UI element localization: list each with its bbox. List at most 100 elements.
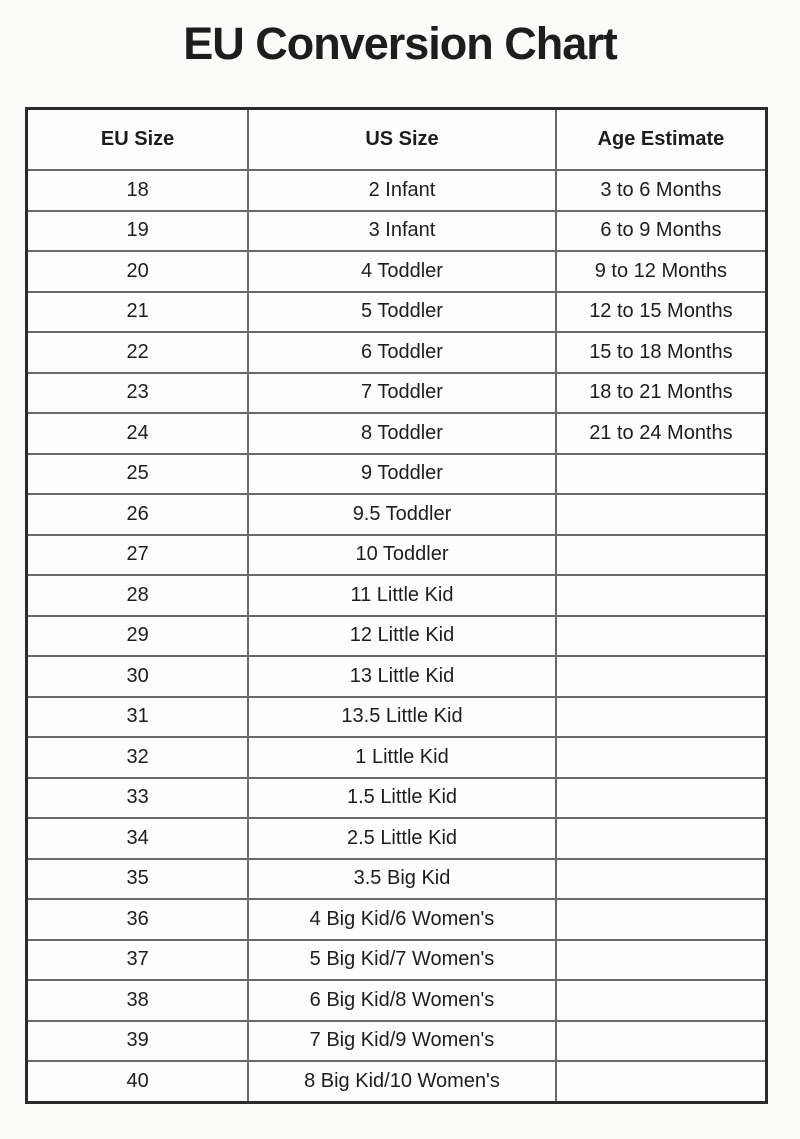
- table-row: 25 9 Toddler: [25, 452, 768, 495]
- table-row: 37 5 Big Kid/7 Women's: [25, 938, 768, 981]
- eu-size-cell: 28: [25, 574, 250, 617]
- table-row: 35 3.5 Big Kid: [25, 857, 768, 900]
- us-size-cell: 4 Toddler: [247, 250, 557, 293]
- table-row: 36 4 Big Kid/6 Women's: [25, 898, 768, 941]
- age-estimate-cell: [554, 938, 768, 981]
- us-size-cell: 3.5 Big Kid: [247, 857, 557, 900]
- eu-size-cell: 22: [25, 331, 250, 374]
- header-cell-age-estimate: Age Estimate: [554, 107, 768, 171]
- age-estimate-cell: 18 to 21 Months: [554, 371, 768, 414]
- age-estimate-cell: [554, 979, 768, 1022]
- conversion-table: EU Size US Size Age Estimate 18 2 Infant 3…: [25, 107, 768, 1104]
- eu-size-cell: 29: [25, 614, 250, 657]
- age-estimate-cell: [554, 736, 768, 779]
- age-estimate-cell: [554, 695, 768, 738]
- age-estimate-cell: [554, 574, 768, 617]
- table-row: 30 13 Little Kid: [25, 655, 768, 698]
- table-row: 32 1 Little Kid: [25, 736, 768, 779]
- eu-size-cell: 39: [25, 1019, 250, 1062]
- us-size-cell: 11 Little Kid: [247, 574, 557, 617]
- table-row: 28 11 Little Kid: [25, 574, 768, 617]
- us-size-cell: 12 Little Kid: [247, 614, 557, 657]
- us-size-cell: 6 Big Kid/8 Women's: [247, 979, 557, 1022]
- eu-size-cell: 20: [25, 250, 250, 293]
- table-row: 18 2 Infant 3 to 6 Months: [25, 169, 768, 212]
- table-row: 23 7 Toddler 18 to 21 Months: [25, 371, 768, 414]
- age-estimate-cell: [554, 1060, 768, 1103]
- age-estimate-cell: 12 to 15 Months: [554, 290, 768, 333]
- table-row: 34 2.5 Little Kid: [25, 817, 768, 860]
- eu-size-cell: 19: [25, 209, 250, 252]
- us-size-cell: 1 Little Kid: [247, 736, 557, 779]
- us-size-cell: 7 Big Kid/9 Women's: [247, 1019, 557, 1062]
- age-estimate-cell: [554, 493, 768, 536]
- table-row: 31 13.5 Little Kid: [25, 695, 768, 738]
- us-size-cell: 6 Toddler: [247, 331, 557, 374]
- eu-size-cell: 31: [25, 695, 250, 738]
- age-estimate-cell: 15 to 18 Months: [554, 331, 768, 374]
- eu-size-cell: 25: [25, 452, 250, 495]
- eu-size-cell: 33: [25, 776, 250, 819]
- eu-size-cell: 26: [25, 493, 250, 536]
- us-size-cell: 2 Infant: [247, 169, 557, 212]
- us-size-cell: 4 Big Kid/6 Women's: [247, 898, 557, 941]
- age-estimate-cell: 3 to 6 Months: [554, 169, 768, 212]
- age-estimate-cell: [554, 533, 768, 576]
- eu-size-cell: 38: [25, 979, 250, 1022]
- eu-size-cell: 34: [25, 817, 250, 860]
- header-cell-eu-size: EU Size: [25, 107, 250, 171]
- table-row: 39 7 Big Kid/9 Women's: [25, 1019, 768, 1062]
- eu-size-cell: 18: [25, 169, 250, 212]
- table-header: EU Size US Size Age Estimate: [25, 107, 768, 171]
- table-row: 27 10 Toddler: [25, 533, 768, 576]
- table-row: 19 3 Infant 6 to 9 Months: [25, 209, 768, 252]
- age-estimate-cell: [554, 898, 768, 941]
- us-size-cell: 13.5 Little Kid: [247, 695, 557, 738]
- eu-size-cell: 37: [25, 938, 250, 981]
- age-estimate-cell: 9 to 12 Months: [554, 250, 768, 293]
- eu-size-cell: 23: [25, 371, 250, 414]
- age-estimate-cell: [554, 776, 768, 819]
- page-title: EU Conversion Chart: [183, 18, 618, 69]
- us-size-cell: 2.5 Little Kid: [247, 817, 557, 860]
- age-estimate-cell: [554, 452, 768, 495]
- table-row: 26 9.5 Toddler: [25, 493, 768, 536]
- eu-size-cell: 24: [25, 412, 250, 455]
- table-row: 29 12 Little Kid: [25, 614, 768, 657]
- age-estimate-cell: 21 to 24 Months: [554, 412, 768, 455]
- eu-size-cell: 32: [25, 736, 250, 779]
- table-row: 24 8 Toddler 21 to 24 Months: [25, 412, 768, 455]
- table-body: 18 2 Infant 3 to 6 Months 19 3 Infant 6 to 9 …: [25, 169, 768, 1103]
- eu-size-cell: 27: [25, 533, 250, 576]
- conversion-table-container: EU Size US Size Age Estimate 18 2 Infant 3…: [25, 107, 768, 1104]
- us-size-cell: 5 Big Kid/7 Women's: [247, 938, 557, 981]
- us-size-cell: 7 Toddler: [247, 371, 557, 414]
- age-estimate-cell: 6 to 9 Months: [554, 209, 768, 252]
- header-cell-us-size: US Size: [247, 107, 557, 171]
- us-size-cell: 1.5 Little Kid: [247, 776, 557, 819]
- eu-size-cell: 35: [25, 857, 250, 900]
- age-estimate-cell: [554, 857, 768, 900]
- table-row: 33 1.5 Little Kid: [25, 776, 768, 819]
- eu-size-cell: 30: [25, 655, 250, 698]
- age-estimate-cell: [554, 655, 768, 698]
- age-estimate-cell: [554, 1019, 768, 1062]
- table-header-row: EU Size US Size Age Estimate: [25, 107, 768, 171]
- table-row: 21 5 Toddler 12 to 15 Months: [25, 290, 768, 333]
- age-estimate-cell: [554, 817, 768, 860]
- us-size-cell: 3 Infant: [247, 209, 557, 252]
- us-size-cell: 13 Little Kid: [247, 655, 557, 698]
- eu-size-cell: 36: [25, 898, 250, 941]
- us-size-cell: 5 Toddler: [247, 290, 557, 333]
- us-size-cell: 9.5 Toddler: [247, 493, 557, 536]
- table-row: 20 4 Toddler 9 to 12 Months: [25, 250, 768, 293]
- us-size-cell: 9 Toddler: [247, 452, 557, 495]
- us-size-cell: 8 Big Kid/10 Women's: [247, 1060, 557, 1103]
- eu-size-cell: 21: [25, 290, 250, 333]
- us-size-cell: 10 Toddler: [247, 533, 557, 576]
- table-row: 38 6 Big Kid/8 Women's: [25, 979, 768, 1022]
- eu-size-cell: 40: [25, 1060, 250, 1103]
- us-size-cell: 8 Toddler: [247, 412, 557, 455]
- table-row: 22 6 Toddler 15 to 18 Months: [25, 331, 768, 374]
- age-estimate-cell: [554, 614, 768, 657]
